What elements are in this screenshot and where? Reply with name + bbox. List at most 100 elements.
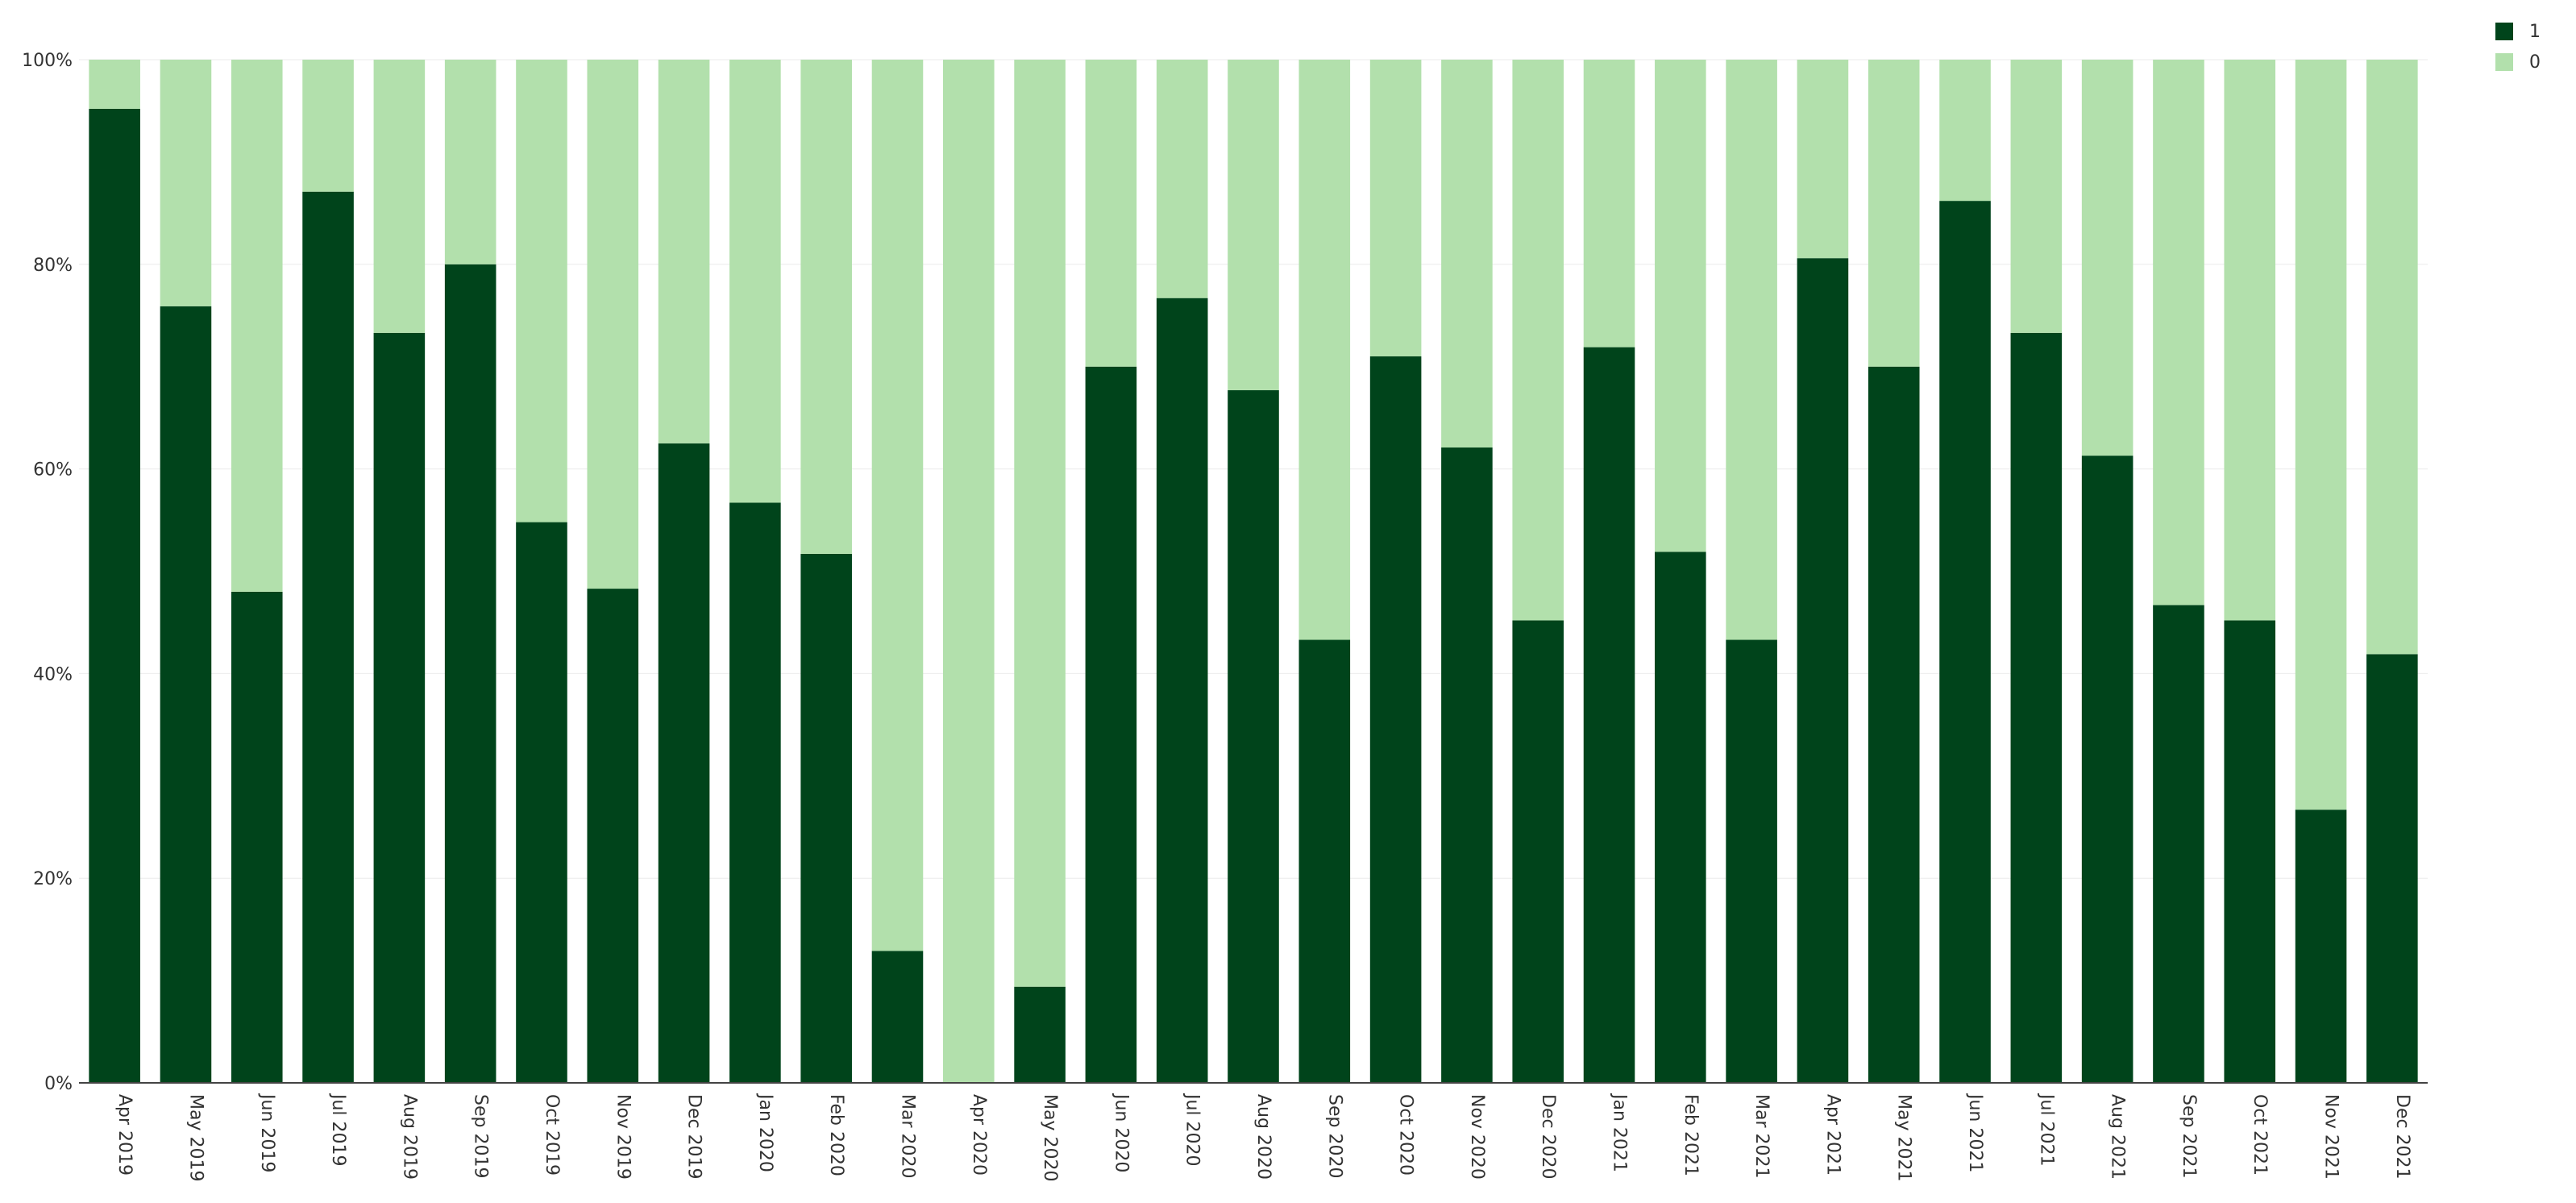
x-tick-label: May 2019 [185,1094,206,1181]
bar-segment-series-1[interactable] [800,553,852,1083]
x-tick-label: Mar 2021 [1751,1094,1772,1179]
bar-segment-series-0[interactable] [2153,60,2204,606]
bar-segment-series-1[interactable] [89,108,140,1084]
bar-segment-series-1[interactable] [2153,605,2204,1083]
x-tick-label: Jun 2020 [1111,1093,1131,1172]
bar-segment-series-1[interactable] [1797,258,1849,1083]
x-tick-label: Nov 2020 [1467,1094,1487,1180]
bar-segment-series-0[interactable] [2224,60,2276,621]
bar-segment-series-1[interactable] [2010,332,2063,1083]
x-tick-label: Dec 2021 [2392,1094,2412,1180]
x-tick-label: Aug 2019 [399,1094,419,1180]
bar-segment-series-1[interactable] [516,522,567,1083]
bar-segment-series-1[interactable] [1441,447,1493,1083]
y-tick-label: 80% [33,256,73,276]
bar-segment-series-0[interactable] [1583,60,1635,348]
x-tick-label: Sep 2020 [1324,1094,1344,1178]
x-tick-label: Jun 2019 [257,1093,277,1172]
bar-segment-series-1[interactable] [729,502,781,1083]
y-tick-label: 20% [33,869,73,889]
legend[interactable]: 1 0 [2495,16,2541,77]
bar-segment-series-1[interactable] [2366,654,2418,1083]
bar-segment-series-0[interactable] [1797,60,1849,259]
bar-segment-series-1[interactable] [1156,298,1208,1083]
bar-segment-series-0[interactable] [800,60,852,554]
bar-segment-series-1[interactable] [1512,620,1564,1083]
bar-segment-series-1[interactable] [444,264,497,1083]
x-tick-label: Dec 2019 [684,1094,704,1180]
bar-segment-series-0[interactable] [1298,60,1351,640]
bar-segment-series-1[interactable] [302,191,354,1083]
legend-label-0: 0 [2529,52,2541,73]
bar-segment-series-1[interactable] [1369,356,1422,1083]
y-tick-label: 100% [22,51,73,71]
bar-segment-series-0[interactable] [89,60,140,109]
bar-segment-series-1[interactable] [373,332,426,1083]
legend-label-1: 1 [2529,21,2541,42]
x-tick-label: Oct 2019 [542,1094,562,1176]
x-tick-label: Aug 2021 [2108,1094,2128,1180]
x-tick-label: Oct 2021 [2250,1094,2270,1176]
bar-segment-series-0[interactable] [587,60,639,589]
bar-segment-series-1[interactable] [1583,347,1635,1083]
bar-segment-series-0[interactable] [871,60,924,951]
bar-segment-series-0[interactable] [1014,60,1066,987]
bar-segment-series-1[interactable] [2081,456,2134,1083]
bar-segment-series-0[interactable] [1939,60,1991,202]
bar-segment-series-1[interactable] [1298,639,1351,1083]
bar-segment-series-0[interactable] [729,60,781,503]
bar-segment-series-0[interactable] [2295,60,2347,810]
bar-segment-series-0[interactable] [1512,60,1564,621]
bar-segment-series-0[interactable] [231,60,283,592]
bar-segment-series-1[interactable] [1726,639,1777,1083]
bar-segment-series-0[interactable] [1441,60,1493,447]
bar-segment-series-0[interactable] [1085,60,1137,367]
bars [89,60,2418,1084]
bar-segment-series-0[interactable] [160,60,212,306]
bar-segment-series-0[interactable] [1726,60,1777,640]
legend-swatch-1 [2495,23,2513,40]
bar-segment-series-0[interactable] [302,60,354,192]
y-tick-label: 40% [33,664,73,685]
bar-segment-series-0[interactable] [658,60,710,443]
bar-segment-series-1[interactable] [1939,201,1991,1084]
bar-segment-series-0[interactable] [516,60,567,522]
bar-segment-series-1[interactable] [587,589,639,1083]
x-tick-label: Dec 2020 [1538,1094,1558,1180]
bar-segment-series-0[interactable] [373,60,426,333]
bar-segment-series-1[interactable] [2224,620,2276,1083]
x-tick-label: May 2021 [1894,1094,1914,1181]
bar-segment-series-0[interactable] [1655,60,1706,552]
x-tick-label: Apr 2021 [1822,1094,1843,1176]
x-tick-label: Sep 2021 [2179,1094,2199,1178]
bar-segment-series-1[interactable] [1014,986,1066,1083]
bar-segment-series-1[interactable] [1655,552,1706,1083]
bar-segment-series-1[interactable] [2295,810,2347,1083]
y-tick-label: 60% [33,460,73,481]
bar-segment-series-0[interactable] [444,60,497,264]
x-tick-label: Jul 2019 [328,1093,348,1167]
x-tick-label: May 2020 [1040,1094,1060,1181]
bar-segment-series-1[interactable] [1085,366,1137,1083]
bar-segment-series-1[interactable] [160,306,212,1084]
bar-segment-series-0[interactable] [1868,60,1920,367]
legend-swatch-0 [2495,53,2513,71]
y-axis-ticks: 0% 20% 40% 60% 80% 100% [22,51,73,1094]
bar-segment-series-1[interactable] [1868,366,1920,1083]
bar-segment-series-0[interactable] [942,60,995,1083]
bar-segment-series-1[interactable] [1228,389,1279,1084]
x-tick-label: Jul 2021 [2036,1093,2056,1167]
bar-segment-series-1[interactable] [871,951,924,1083]
x-tick-label: Mar 2020 [897,1094,917,1179]
bar-segment-series-0[interactable] [1228,60,1279,390]
bar-segment-series-0[interactable] [1369,60,1422,357]
legend-item-1[interactable]: 1 [2495,16,2541,47]
bar-segment-series-0[interactable] [2010,60,2063,333]
bar-segment-series-1[interactable] [231,591,283,1083]
bar-segment-series-0[interactable] [2081,60,2134,456]
bar-segment-series-0[interactable] [1156,60,1208,298]
legend-item-0[interactable]: 0 [2495,47,2541,77]
bar-segment-series-0[interactable] [2366,60,2418,655]
bar-segment-series-1[interactable] [658,443,710,1083]
